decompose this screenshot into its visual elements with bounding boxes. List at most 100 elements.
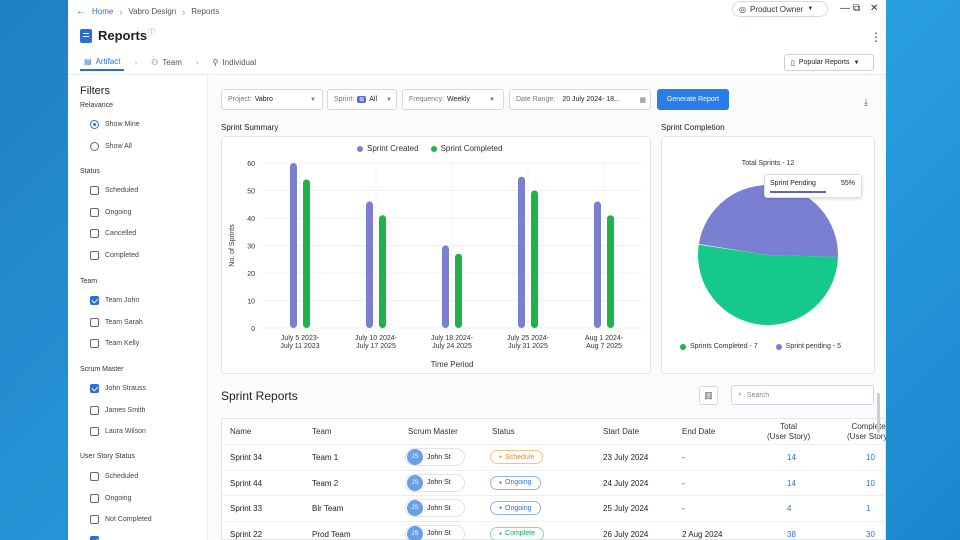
checkbox[interactable]: [90, 427, 99, 436]
filter-option-scrum-2[interactable]: Laura Wilson: [90, 427, 146, 436]
checkbox[interactable]: [90, 229, 99, 238]
checkbox[interactable]: [90, 339, 99, 348]
row-total[interactable]: 14: [787, 453, 796, 462]
scrollbar[interactable]: [877, 393, 880, 433]
popular-reports-dropdown[interactable]: ▯ Popular Reports ▼: [784, 54, 874, 71]
role-dropdown[interactable]: ◎ Product Owner ▼: [732, 1, 828, 17]
scrum-master-chip[interactable]: JS John St: [405, 499, 465, 517]
checkbox[interactable]: [90, 250, 99, 260]
minimize-icon[interactable]: —: [840, 3, 850, 14]
filter-option-status-2[interactable]: Cancelled: [90, 229, 136, 238]
search-input[interactable]: Search: [746, 391, 770, 399]
tab-team[interactable]: ⚇ Team: [147, 55, 186, 70]
row-total[interactable]: 14: [787, 478, 796, 488]
checkbox[interactable]: [90, 472, 99, 481]
search-box[interactable]: ⌕ Search: [731, 385, 874, 405]
filter-option-us-0[interactable]: Scheduled: [90, 472, 138, 481]
filter-option-us-1[interactable]: Ongoing: [90, 493, 131, 503]
row-complete[interactable]: 10: [866, 453, 875, 462]
close-icon[interactable]: ✕: [870, 3, 879, 14]
checkbox[interactable]: [90, 405, 99, 415]
column-settings-button[interactable]: ▥: [699, 386, 718, 405]
table-row[interactable]: Sprint 33 Blr Team JS John St ● Ongoing 25 Jul…: [222, 495, 886, 520]
scrum-master-name: John St: [427, 453, 451, 461]
filter-option-status-1[interactable]: Ongoing: [90, 207, 131, 217]
chevron-right-icon: ›: [182, 6, 186, 17]
restore-icon[interactable]: ⧉: [853, 3, 861, 14]
row-complete[interactable]: 1: [866, 504, 871, 513]
filter-option-team-0[interactable]: Team John: [90, 296, 139, 305]
checkbox[interactable]: [90, 207, 99, 217]
filter-option-status-0[interactable]: Scheduled: [90, 186, 138, 195]
row-total[interactable]: 4: [787, 504, 792, 513]
main-content: Project: Vabro ▼ Sprint: ⊞ All ▼ Frequency: We…: [209, 75, 886, 540]
checkbox[interactable]: [90, 493, 99, 503]
sprint-reports-title: Sprint Reports: [221, 389, 298, 403]
filter-option-relevance-0[interactable]: Show Mine: [90, 120, 140, 129]
tab-individual-label: Individual: [222, 58, 257, 67]
scrum-master-chip[interactable]: JS John St: [405, 473, 465, 492]
status-label: Ongoing: [505, 504, 532, 512]
breadcrumb-home[interactable]: Home: [92, 7, 114, 16]
filter-option-team-1[interactable]: Team Sarah: [90, 317, 143, 327]
date-range-label: Date Range:: [516, 96, 556, 103]
checkbox[interactable]: [90, 317, 99, 327]
col-header-status: Status: [492, 427, 515, 436]
row-complete[interactable]: 10: [866, 478, 875, 488]
filter-option-us-2[interactable]: Not Completed: [90, 515, 152, 524]
columns-icon: ▥: [704, 390, 713, 400]
row-name[interactable]: Sprint 22: [230, 529, 263, 539]
filter-option-team-2[interactable]: Team Kelly: [90, 339, 139, 348]
radio-button[interactable]: [90, 120, 99, 129]
table-row[interactable]: Sprint 34 Team 1 JS John St ● Schedule 23 July…: [222, 444, 886, 469]
checkbox[interactable]: [90, 515, 99, 524]
frequency-select[interactable]: Frequency: Weekly ▼: [402, 89, 504, 110]
caret-down-icon: ▼: [489, 96, 495, 103]
row-name[interactable]: Sprint 44: [230, 478, 263, 488]
tab-artifact[interactable]: ▤ Artifact: [80, 54, 125, 71]
x-tick-label: July 10 2024-: [355, 335, 398, 342]
col-header-end-date: End Date: [682, 427, 716, 436]
table-row[interactable]: Sprint 44 Team 2 JS John St ● Ongoing 24 July …: [222, 469, 886, 495]
scrum-master-chip[interactable]: JS John St: [405, 448, 465, 466]
caret-down-icon: ▼: [853, 59, 860, 66]
col-header-complete: Complete (User Story): [847, 422, 886, 441]
row-team: Prod Team: [312, 529, 351, 539]
download-icon[interactable]: ⤓: [864, 97, 868, 107]
row-total[interactable]: 38: [787, 529, 796, 539]
pie-legend: Sprints Completed - 7 Sprint pending - 5: [680, 343, 841, 350]
project-select[interactable]: Project: Vabro ▼: [221, 89, 323, 110]
tooltip-bar: [770, 191, 826, 193]
row-end-date: -: [682, 504, 685, 513]
checkbox[interactable]: [90, 536, 99, 540]
date-range-input[interactable]: Date Range: 20 July 2024- 18... ▦: [509, 89, 651, 110]
row-name[interactable]: Sprint 34: [230, 453, 263, 462]
filter-option-scrum-0[interactable]: John Strauss: [90, 384, 146, 393]
table-row[interactable]: Sprint 22 Prod Team JS John St ● Complete 26 J…: [222, 520, 886, 540]
filter-option-scrum-1[interactable]: James Smith: [90, 405, 145, 415]
checkbox[interactable]: [90, 186, 99, 195]
back-arrow-icon[interactable]: ←: [76, 6, 86, 17]
filter-option-label: Scheduled: [105, 473, 139, 480]
filter-option-relevance-1[interactable]: Show All: [90, 141, 132, 151]
row-complete[interactable]: 30: [866, 529, 875, 539]
checkbox[interactable]: [90, 296, 99, 305]
filter-option-label: Team Sarah: [105, 318, 143, 326]
generate-report-button[interactable]: Generate Report: [657, 89, 729, 110]
checkbox[interactable]: [90, 384, 99, 393]
more-menu-icon[interactable]: ⋮: [870, 30, 882, 44]
sprint-select[interactable]: Sprint: ⊞ All ▼: [327, 89, 397, 110]
pie-title: Total Sprints - 12: [742, 160, 795, 167]
row-name[interactable]: Sprint 33: [230, 504, 263, 513]
filter-option-status-3[interactable]: Completed: [90, 250, 139, 260]
tab-individual[interactable]: ⚲ Individual: [209, 55, 261, 70]
sprint-reports-table: Name Team Scrum Master Status Start Date…: [221, 418, 886, 540]
document-icon: ▯: [791, 59, 795, 67]
filter-option-us-extra[interactable]: [90, 536, 99, 540]
info-icon[interactable]: ⓘ: [148, 29, 156, 36]
legend-swatch-completed: [430, 145, 437, 152]
scrum-master-chip[interactable]: JS John St: [405, 524, 465, 540]
radio-button[interactable]: [90, 141, 99, 151]
breadcrumb-vabro[interactable]: Vabro Design: [128, 7, 177, 16]
page-title: Reports: [98, 28, 148, 43]
